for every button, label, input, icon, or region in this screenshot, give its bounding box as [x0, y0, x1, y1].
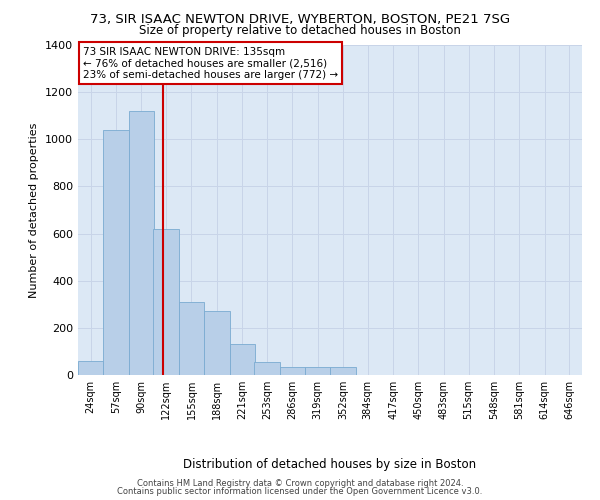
Bar: [129, 111, 154, 375]
Bar: [204, 312, 230, 375]
Text: 73 SIR ISAAC NEWTON DRIVE: 135sqm
← 76% of detached houses are smaller (2,516)
2: 73 SIR ISAAC NEWTON DRIVE: 135sqm ← 76% …: [83, 46, 338, 80]
Bar: [154, 229, 179, 375]
Bar: [305, 367, 331, 375]
Bar: [254, 362, 280, 375]
Text: Size of property relative to detached houses in Boston: Size of property relative to detached ho…: [139, 24, 461, 37]
Bar: [280, 367, 305, 375]
Bar: [230, 344, 255, 375]
Bar: [103, 130, 129, 375]
Bar: [179, 302, 204, 375]
Text: Contains public sector information licensed under the Open Government Licence v3: Contains public sector information licen…: [118, 487, 482, 496]
Text: 73, SIR ISAAC NEWTON DRIVE, WYBERTON, BOSTON, PE21 7SG: 73, SIR ISAAC NEWTON DRIVE, WYBERTON, BO…: [90, 12, 510, 26]
Bar: [78, 361, 103, 375]
Text: Contains HM Land Registry data © Crown copyright and database right 2024.: Contains HM Land Registry data © Crown c…: [137, 478, 463, 488]
Y-axis label: Number of detached properties: Number of detached properties: [29, 122, 40, 298]
X-axis label: Distribution of detached houses by size in Boston: Distribution of detached houses by size …: [184, 458, 476, 471]
Bar: [331, 367, 356, 375]
